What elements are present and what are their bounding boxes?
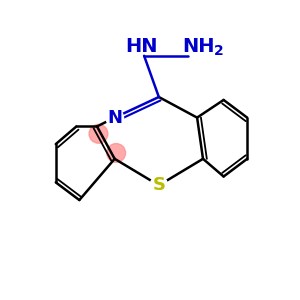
Circle shape <box>89 124 108 143</box>
Text: HN: HN <box>125 38 158 56</box>
Circle shape <box>107 143 126 162</box>
Circle shape <box>106 109 124 126</box>
Text: N: N <box>107 109 122 127</box>
Circle shape <box>150 176 168 194</box>
Text: NH: NH <box>182 38 215 56</box>
Text: 2: 2 <box>214 44 224 58</box>
Text: S: S <box>152 176 165 194</box>
